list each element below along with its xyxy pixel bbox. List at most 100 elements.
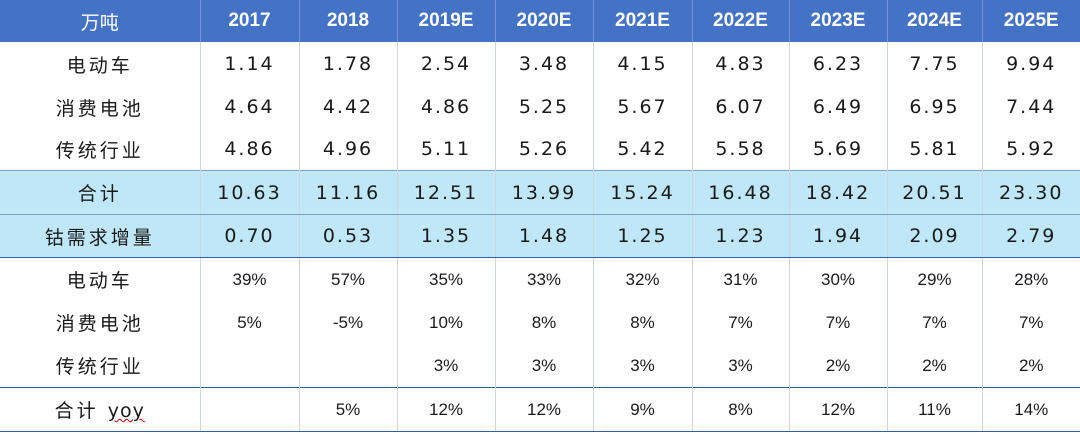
table-cell (200, 344, 300, 388)
table-cell: 10.63 (200, 170, 300, 215)
header-year: 2021E (593, 0, 693, 42)
table-cell: 6.07 (692, 86, 790, 128)
table-cell: 5.25 (495, 86, 594, 128)
table-cell: 11% (887, 387, 983, 432)
table-cell: 13.99 (495, 170, 594, 215)
table-cell: 2% (789, 344, 888, 388)
table-cell: 8% (692, 387, 790, 432)
table-cell: 29% (887, 257, 983, 301)
table-cell: 8% (495, 301, 594, 344)
row-label-main: 合计 (54, 400, 108, 422)
table-cell: 31% (692, 257, 790, 301)
table-cell: 5.67 (593, 86, 693, 128)
table-cell: 1.14 (200, 42, 300, 86)
table-cell: 9% (593, 387, 693, 432)
table-cell: 23.30 (982, 170, 1080, 215)
header-year: 2017 (200, 0, 300, 42)
table-cell: 5.42 (593, 128, 693, 171)
table-row-ev-demand: 电动车 1.14 1.78 2.54 3.48 4.15 4.83 6.23 7… (0, 42, 1080, 86)
table-cell: 30% (789, 257, 888, 301)
table-cell: 4.86 (200, 128, 300, 171)
table-cell: 7% (1018, 312, 1044, 332)
row-label-yoy: yoy (107, 400, 145, 422)
table-row-consumer-battery-demand: 消费电池 4.64 4.42 4.86 5.25 5.67 6.07 6.49 … (0, 86, 1080, 128)
table-cell: 14% (982, 387, 1080, 432)
table-cell: 6.49 (789, 86, 888, 128)
table-cell: 32% (593, 257, 693, 301)
table-cell: 4.83 (692, 42, 790, 86)
row-label: 传统行业 (0, 344, 201, 388)
table-cell: 35% (397, 257, 496, 301)
table-cell: 7% (789, 301, 888, 344)
table-cell: 1.48 (495, 214, 594, 258)
table-cell: 28% (1014, 269, 1049, 289)
table-cell: 1.23 (692, 214, 790, 258)
header-unit: 万吨 (0, 0, 201, 42)
table-cell: 5% (200, 301, 300, 344)
table-cell (299, 344, 398, 388)
table-cell: 4.86 (397, 86, 496, 128)
table-cell: 4.64 (200, 86, 300, 128)
row-label: 合计 yoy (0, 387, 201, 432)
header-year: 2024E (887, 0, 983, 42)
table-cell: 2% (1018, 355, 1044, 375)
table-cell: 39% (200, 257, 300, 301)
header-row: 万吨 2017 2018 2019E 2020E 2021E 2022E 202… (0, 0, 1080, 42)
table-cell: 6.95 (887, 86, 983, 128)
table-cell: 12.51 (397, 170, 496, 215)
table-cell: 5.26 (495, 128, 594, 171)
table-row-total: 合计 10.63 11.16 12.51 13.99 15.24 16.48 1… (0, 170, 1080, 215)
row-label: 消费电池 (0, 301, 201, 344)
table-cell: 2.09 (887, 214, 983, 258)
table-cell: 3.48 (495, 42, 594, 86)
row-label: 电动车 (0, 42, 201, 86)
table-cell: 2.79 (982, 214, 1080, 258)
table-row-demand-increment: 钴需求增量 0.70 0.53 1.35 1.48 1.25 1.23 1.94… (0, 214, 1080, 258)
row-label: 消费电池 (0, 86, 201, 128)
table-cell: 1.78 (299, 42, 398, 86)
header-year: 2020E (495, 0, 594, 42)
row-label: 电动车 (0, 257, 201, 301)
table-cell: 12% (397, 387, 496, 432)
header-year: 2018 (299, 0, 398, 42)
table-row-consumer-battery-growth: 消费电池 5% -5% 10% 8% 8% 7% 7% 7% 7% (0, 301, 1080, 344)
table-cell: 11.16 (299, 170, 398, 215)
table-cell: 5.81 (887, 128, 983, 171)
row-label: 钴需求增量 (0, 214, 201, 258)
table-row-traditional-demand: 传统行业 4.86 4.96 5.11 5.26 5.42 5.58 5.69 … (0, 128, 1080, 171)
table-cell: 0.53 (299, 214, 398, 258)
table-cell: 1.35 (397, 214, 496, 258)
row-label: 传统行业 (0, 128, 201, 171)
table-row-ev-growth: 电动车 39% 57% 35% 33% 32% 31% 30% 29% 28% (0, 257, 1080, 301)
table-cell: 5.92 (1006, 138, 1057, 160)
table-cell: 6.23 (789, 42, 888, 86)
table-cell: 3% (692, 344, 790, 388)
table-cell: 3% (495, 344, 594, 388)
table-cell: 7.44 (1006, 96, 1057, 118)
table-cell: 7% (887, 301, 983, 344)
table-cell: 4.15 (593, 42, 693, 86)
table-row-total-yoy: 合计 yoy 5% 12% 12% 9% 8% 12% 11% 14% (0, 387, 1080, 432)
table-cell: 2.54 (397, 42, 496, 86)
table-cell: 57% (299, 257, 398, 301)
header-year: 2025E (982, 0, 1080, 42)
row-label: 合计 (0, 170, 201, 215)
table-cell: 3% (593, 344, 693, 388)
header-year: 2022E (692, 0, 790, 42)
table-cell: 33% (495, 257, 594, 301)
header-year: 2023E (789, 0, 888, 42)
table-cell: 7.75 (887, 42, 983, 86)
table-cell: 7% (692, 301, 790, 344)
table-cell: 20.51 (887, 170, 983, 215)
table-cell: 5.69 (789, 128, 888, 171)
header-year: 2019E (397, 0, 496, 42)
table-cell: 1.25 (593, 214, 693, 258)
table-cell: 16.48 (692, 170, 790, 215)
table-cell: 15.24 (593, 170, 693, 215)
table-cell: 5.11 (397, 128, 496, 171)
table-cell: -5% (299, 301, 398, 344)
table-cell: 2% (887, 344, 983, 388)
table-cell: 12% (789, 387, 888, 432)
table-cell: 5% (299, 387, 398, 432)
